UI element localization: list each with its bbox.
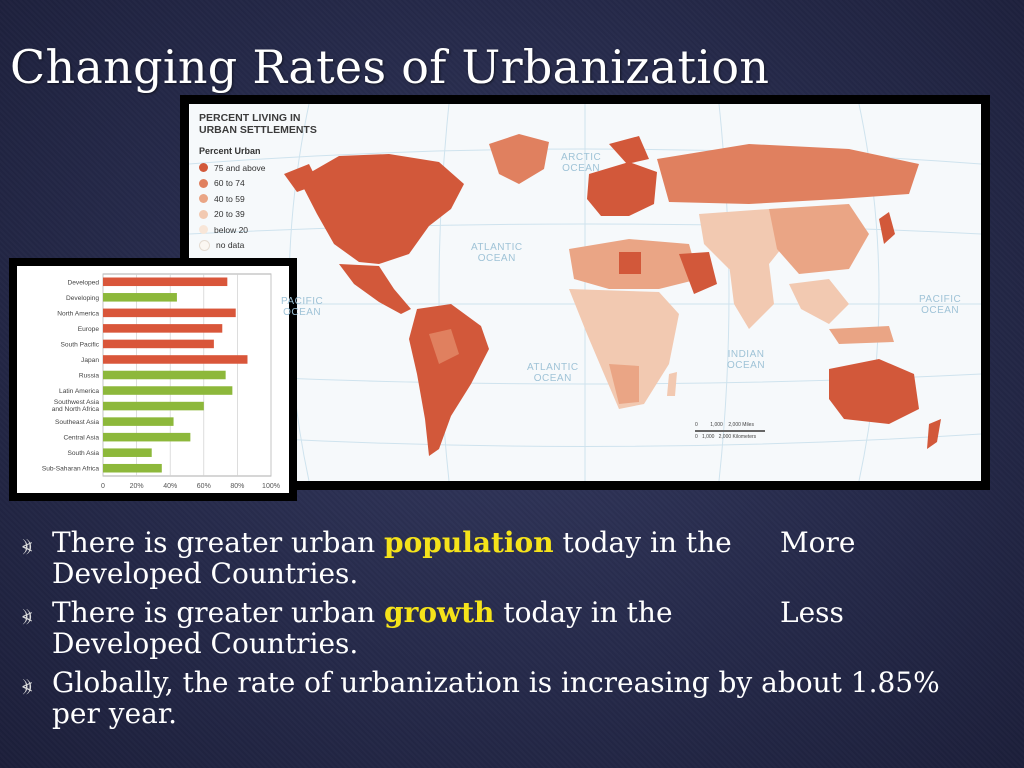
bullet-text: Developed Countries. <box>52 627 359 660</box>
bullet-icon: ⦖ <box>22 605 33 626</box>
legend-swatch <box>199 178 208 188</box>
legend-label: 75 and above <box>214 162 266 173</box>
bar-chart-svg: 0 20% 40% 60% 80% 100% Developed Developing Nort… <box>42 273 280 490</box>
chart-category-label: Latin America <box>59 388 99 395</box>
bullet-text: There is greater urban <box>52 526 385 559</box>
legend-label: 60 to 74 <box>214 178 245 189</box>
scale-label: 2,000 Kilometers <box>718 434 757 440</box>
bullet-text: per year. <box>52 697 178 730</box>
legend-swatch <box>199 225 208 235</box>
chart-tick-label: 80% <box>230 483 244 490</box>
legend-item: no data <box>199 238 266 254</box>
bullet-icon: ⦖ <box>22 535 33 556</box>
urban-bar-chart: 0 20% 40% 60% 80% 100% Developed Developing Nort… <box>17 266 289 493</box>
chart-category-label-line: Southwest Asia <box>54 399 99 406</box>
legend-swatch <box>199 194 208 204</box>
legend-item: 60 to 74 <box>199 176 266 192</box>
chart-category-label-line: and North Africa <box>52 406 100 413</box>
legend-swatch <box>199 239 210 251</box>
bullet-text: Globally, the rate of urbanization is in… <box>52 666 940 699</box>
legend-swatch <box>199 209 208 219</box>
chart-tick-label: 100% <box>262 483 280 490</box>
urban-bar-chart-frame: 0 20% 40% 60% 80% 100% Developed Developing Nort… <box>9 258 297 501</box>
chart-category-label: Developing <box>66 295 99 302</box>
chart-category-label: South Pacific <box>61 341 100 348</box>
ocean-label-indian: INDIAN OCEAN <box>727 349 766 371</box>
chart-category-label: Southeast Asia <box>55 419 99 426</box>
chart-tick-label: 0 <box>101 483 105 490</box>
chart-bar <box>103 401 204 411</box>
chart-tick-label: 20% <box>130 483 144 490</box>
chart-category-label: Southwest Asia and North Africa <box>52 399 100 413</box>
legend-swatch <box>199 163 208 173</box>
chart-bar <box>103 339 214 349</box>
legend-item: 20 to 39 <box>199 207 266 223</box>
legend-label: below 20 <box>214 224 249 235</box>
world-map-graphic <box>189 104 981 481</box>
legend-item: 40 to 59 <box>199 191 266 207</box>
legend-item: 75 and above <box>199 160 266 176</box>
chart-category-label: Japan <box>81 357 99 364</box>
slide-title: Changing Rates of Urbanization <box>10 40 770 94</box>
chart-category-label: Developed <box>67 279 99 286</box>
chart-bar <box>103 448 152 457</box>
bullet-text: There is greater urban <box>52 596 385 629</box>
bullet-text: today in the <box>494 596 673 629</box>
urban-map: PERCENT LIVING IN URBAN SETTLEMENTS Perc… <box>189 104 981 481</box>
chart-category-label: Russia <box>79 373 99 380</box>
chart-bar <box>103 432 191 442</box>
bullet-text: today in the <box>553 526 732 559</box>
bullet-right-word: Less <box>780 596 844 629</box>
map-scale: 0 1,000 2,000 Miles 0 1,000 2,000 Kilome… <box>695 422 765 440</box>
legend-item: below 20 <box>199 222 266 238</box>
scale-label: 1,000 <box>701 434 715 440</box>
legend-label: no data <box>216 240 245 251</box>
urban-map-frame: PERCENT LIVING IN URBAN SETTLEMENTS Perc… <box>180 95 990 490</box>
chart-tick-label: 40% <box>163 483 177 490</box>
bullet-item: ⦖ Globally, the rate of urbanization is … <box>22 667 1012 729</box>
chart-category-label: Europe <box>78 326 100 333</box>
chart-category-label: Sub-Saharan Africa <box>42 466 100 473</box>
ocean-label-pacific-west: PACIFIC OCEAN <box>281 296 324 318</box>
chart-tick-label: 60% <box>197 483 211 490</box>
scale-label: 0 <box>695 422 698 428</box>
bullet-icon: ⦖ <box>22 675 33 696</box>
bullet-highlight: population <box>384 526 554 559</box>
ocean-label-arctic: ARCTIC OCEAN <box>561 152 602 174</box>
legend-title: Percent Urban <box>199 146 261 156</box>
chart-bar <box>103 386 233 395</box>
chart-bar <box>103 277 228 287</box>
chart-bar <box>103 370 226 380</box>
bullet-item: ⦖ There is greater urban population toda… <box>22 527 1012 589</box>
legend-label: 20 to 39 <box>214 209 245 220</box>
map-legend: Percent Urban 75 and above 60 to 74 40 t… <box>199 146 266 253</box>
bullet-list: ⦖ There is greater urban population toda… <box>22 527 1012 737</box>
bullet-text: Developed Countries. <box>52 557 359 590</box>
bullet-item: ⦖ There is greater urban growth today in… <box>22 597 1012 659</box>
ocean-label-atlantic-north: ATLANTIC OCEAN <box>471 242 523 264</box>
legend-label: 40 to 59 <box>214 193 245 204</box>
scale-label: 1,000 <box>710 422 723 428</box>
ocean-label-atlantic-south: ATLANTIC OCEAN <box>527 362 579 384</box>
chart-category-label: North America <box>57 310 99 317</box>
map-title: PERCENT LIVING IN URBAN SETTLEMENTS <box>199 112 317 136</box>
chart-bar <box>103 308 236 318</box>
chart-bar <box>103 355 248 364</box>
chart-category-label: South Asia <box>67 450 99 457</box>
bullet-right-word: More <box>780 526 856 559</box>
scale-label: 0 <box>695 434 698 440</box>
bullet-highlight: growth <box>384 596 495 629</box>
scale-bar <box>695 430 765 432</box>
ocean-label-pacific-east: PACIFIC OCEAN <box>919 294 962 316</box>
chart-category-label: Central Asia <box>63 435 99 442</box>
chart-bar <box>103 463 162 473</box>
chart-bar <box>103 417 174 426</box>
chart-bar <box>103 324 223 333</box>
chart-bar <box>103 293 177 302</box>
scale-label: 2,000 Miles <box>728 422 754 428</box>
